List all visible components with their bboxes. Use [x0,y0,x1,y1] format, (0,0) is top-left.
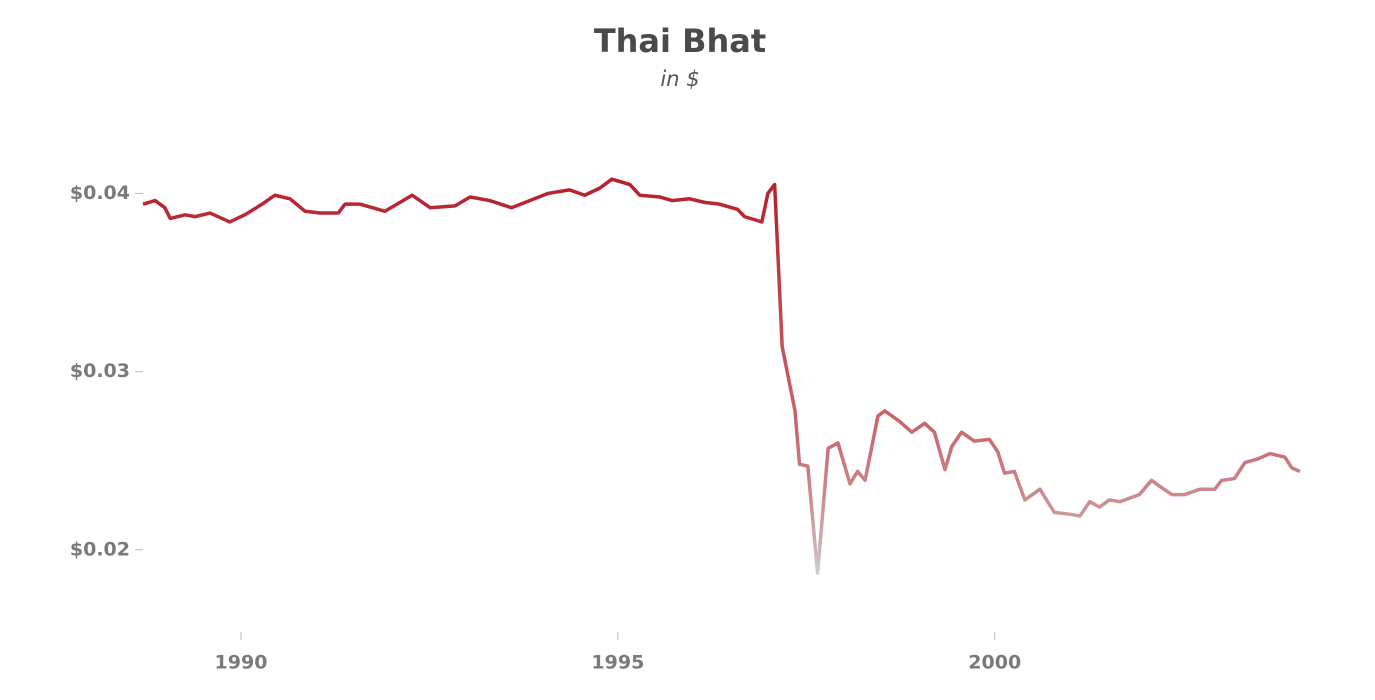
y-tick-label: $0.03 [70,360,130,382]
y-tick-label: $0.04 [70,182,130,204]
y-tick-label: $0.02 [70,538,130,560]
chart-title: Thai Bhat [594,22,766,60]
x-tick-label: 1990 [215,652,268,674]
x-tick-label: 2000 [968,652,1021,674]
line-series [142,177,1301,575]
x-tick-label: 1995 [591,652,644,674]
chart-subtitle: in $ [660,67,699,91]
